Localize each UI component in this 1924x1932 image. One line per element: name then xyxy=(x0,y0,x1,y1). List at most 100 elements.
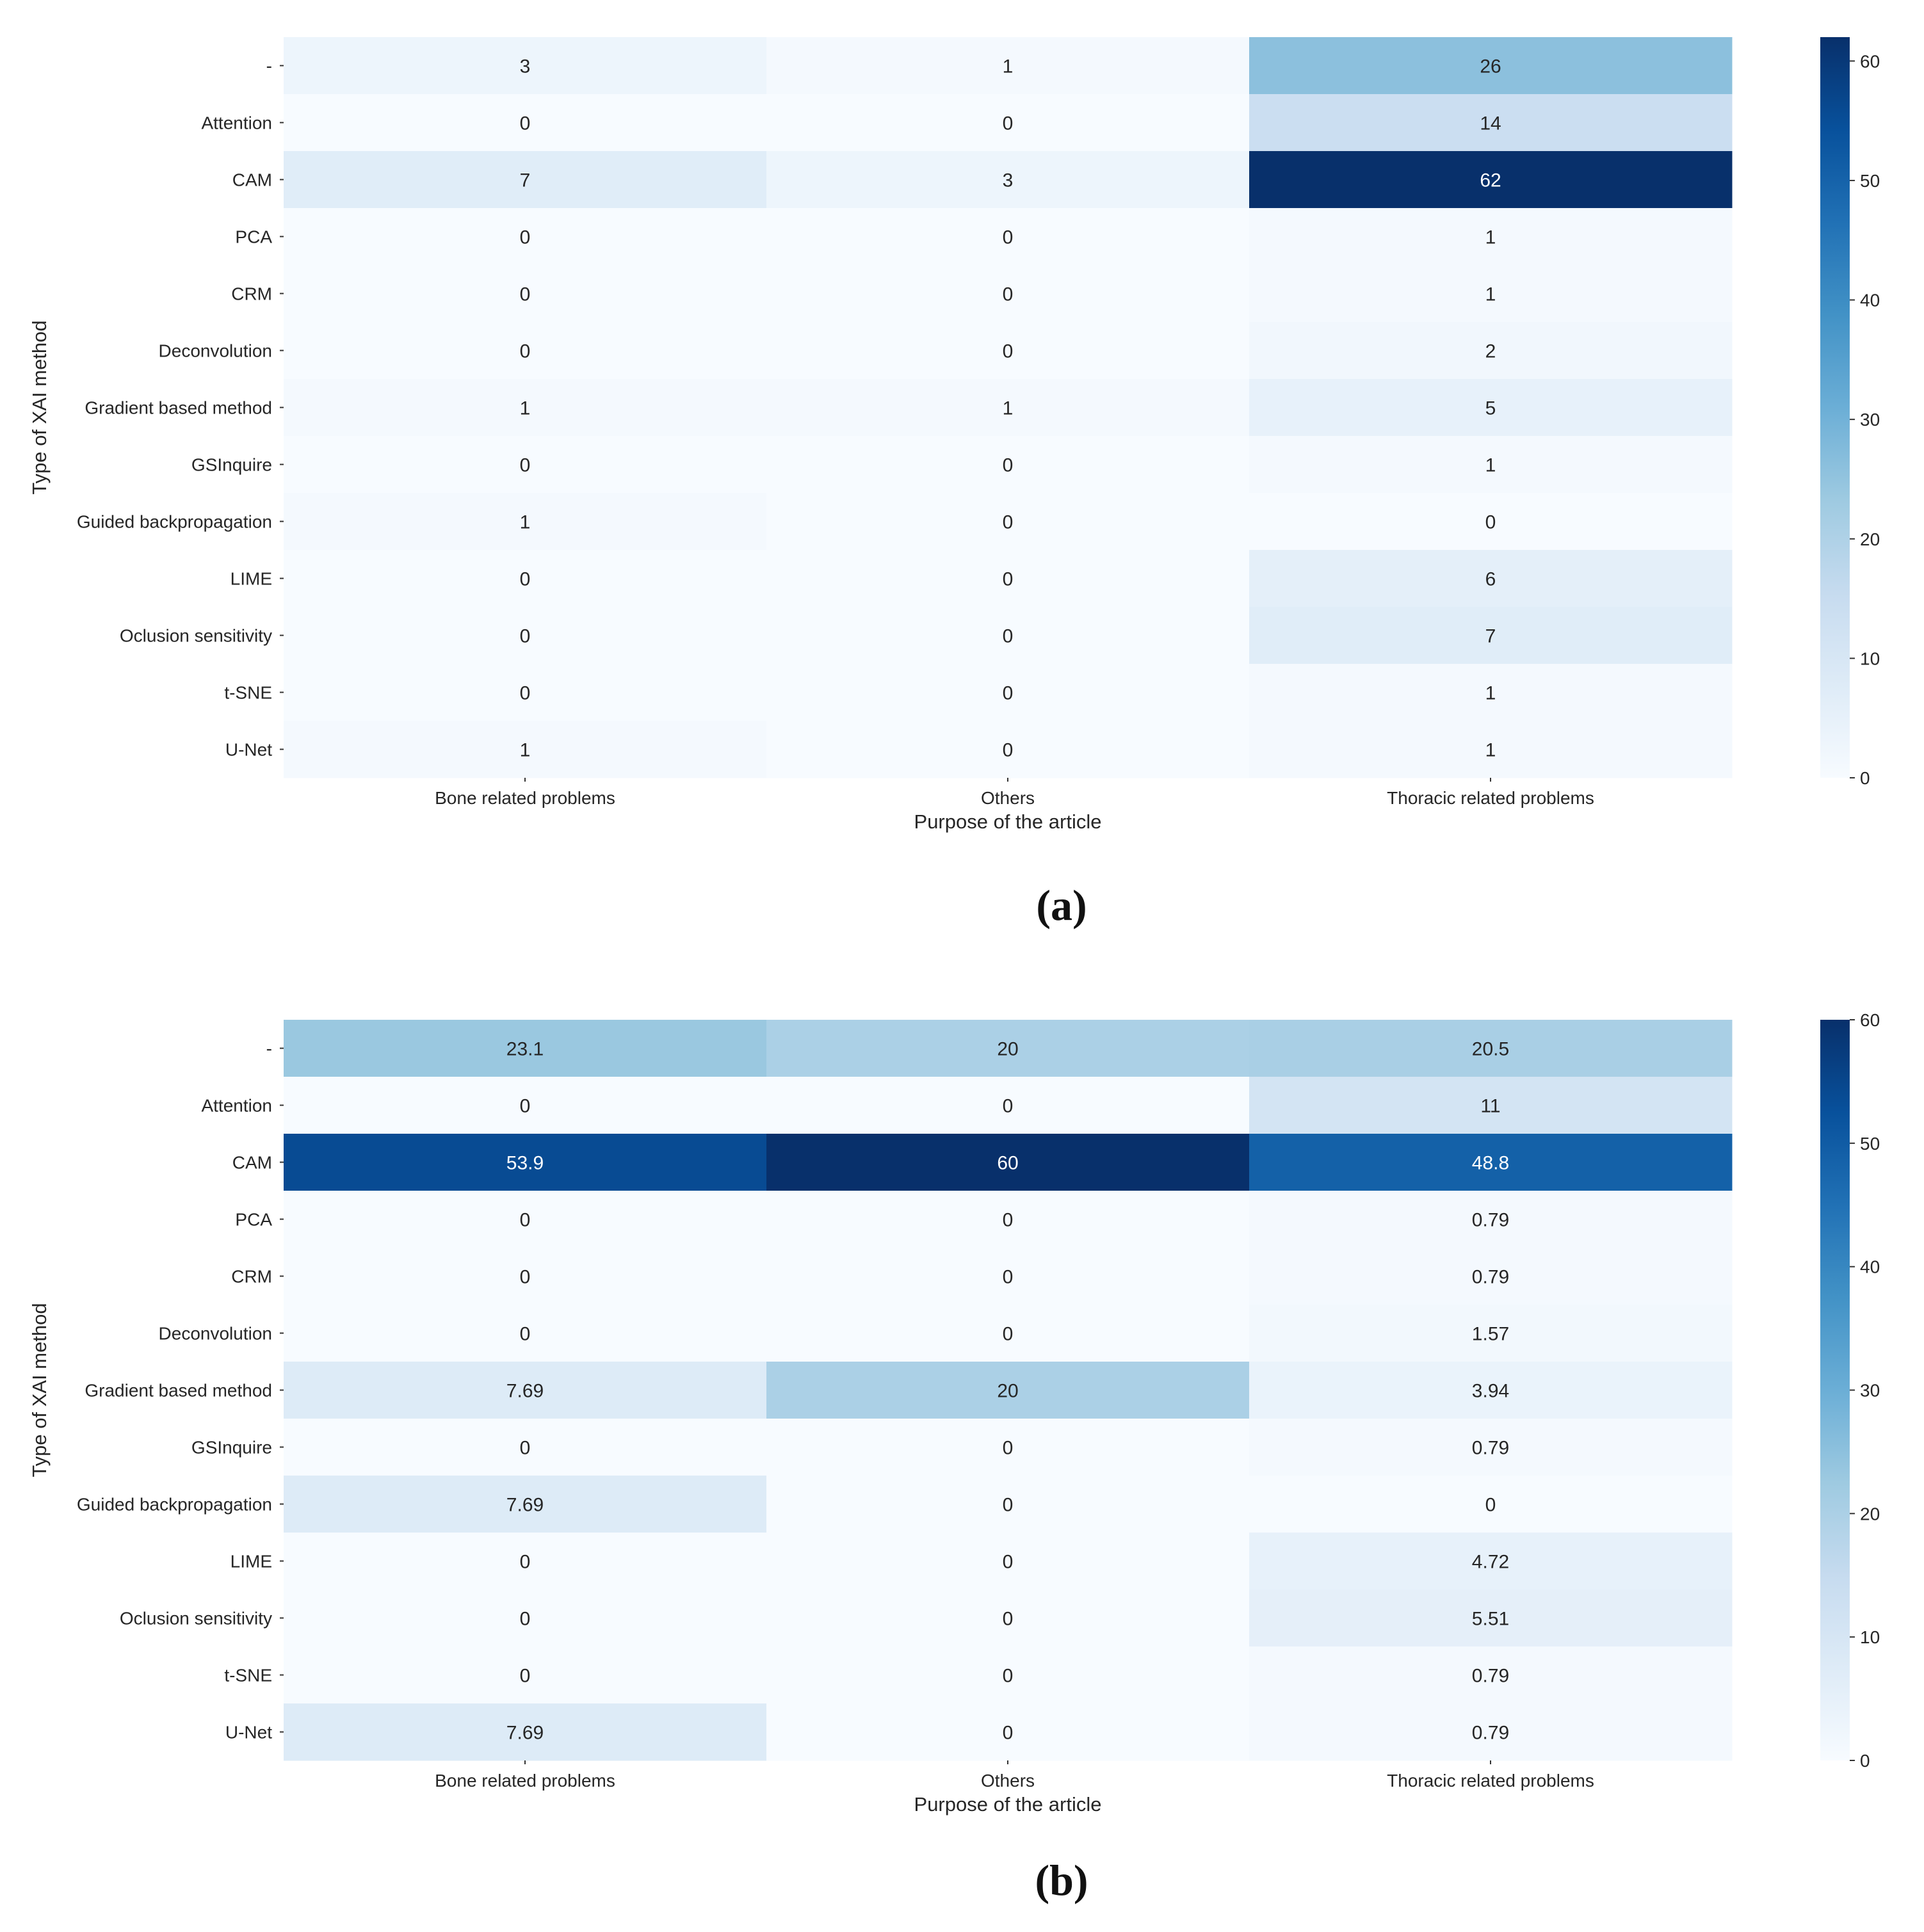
y-tick-label: LIME xyxy=(230,569,272,589)
heatmap-cell xyxy=(1249,721,1733,778)
cell-value-label: 0 xyxy=(520,1552,531,1573)
heatmap-panel-a: 3 1 260 0 147 3 620 0 10 0 10 0 21 1 50 0 11 0 00 0 60 0 70 0 11… xyxy=(28,37,1880,930)
y-axis-title: Type of XAI method xyxy=(28,320,51,494)
cell-value-label: 0 xyxy=(520,455,531,476)
y-tick-label: Gradient based method xyxy=(85,1381,272,1401)
heatmap-cell xyxy=(284,1533,767,1590)
y-axis-title: Type of XAI method xyxy=(28,1303,51,1477)
y-tick-label: CRM xyxy=(231,284,272,304)
cell-value-label: 0 xyxy=(1003,341,1014,362)
heatmap-cell xyxy=(766,1305,1250,1362)
cell-value-label: 0 xyxy=(1003,1609,1014,1630)
colorbar-tick-label: 50 xyxy=(1860,171,1880,191)
heatmap-cell xyxy=(284,721,767,778)
cell-value-label: 0 xyxy=(1003,683,1014,704)
cell-value-label: 0 xyxy=(520,1324,531,1345)
heatmap-cell xyxy=(1249,1419,1733,1476)
heatmap-cell xyxy=(284,1590,767,1647)
cell-value-label: 0.79 xyxy=(1472,1267,1509,1288)
heatmap-cell xyxy=(1249,1590,1733,1647)
heatmap-cell xyxy=(766,1077,1250,1134)
cell-value-label: 1 xyxy=(520,740,531,761)
heatmap-cell xyxy=(284,1476,767,1533)
y-tick-label: U-Net xyxy=(225,740,272,760)
y-tick-label: Oclusion sensitivity xyxy=(120,626,272,646)
cell-value-label: 1 xyxy=(1003,398,1014,419)
y-tick-label: GSInquire xyxy=(191,455,272,475)
cell-value-label: 0 xyxy=(1003,1666,1014,1687)
heatmap-cell xyxy=(766,37,1250,95)
cell-value-label: 0 xyxy=(1485,1495,1496,1516)
cell-value-label: 0 xyxy=(520,341,531,362)
y-tick-label: Attention xyxy=(201,1096,272,1116)
cell-value-label: 48.8 xyxy=(1472,1153,1509,1174)
cell-value-label: 0 xyxy=(1485,512,1496,533)
heatmap-cell xyxy=(1249,1191,1733,1248)
cell-value-label: 0 xyxy=(520,626,531,647)
heatmap-cell xyxy=(284,208,767,266)
heatmap-cell xyxy=(284,1077,767,1134)
cell-value-label: 7 xyxy=(1485,626,1496,647)
heatmap-cell xyxy=(1249,37,1733,95)
y-tick-label: - xyxy=(266,56,272,76)
heatmap-cell xyxy=(1249,1476,1733,1533)
cell-value-label: 0.79 xyxy=(1472,1438,1509,1459)
heatmap-cell xyxy=(284,1305,767,1362)
y-tick-label: Guided backpropagation xyxy=(77,512,272,532)
y-tick-label: Deconvolution xyxy=(159,1324,272,1344)
heatmap-cell xyxy=(766,151,1250,209)
colorbar-tick-label: 20 xyxy=(1860,1504,1880,1524)
cell-value-label: 53.9 xyxy=(506,1153,544,1174)
heatmap-cell xyxy=(1249,550,1733,608)
heatmap-cell xyxy=(766,1533,1250,1590)
heatmap-cell xyxy=(1249,322,1733,380)
heatmap-cell xyxy=(284,1646,767,1704)
heatmap-cell xyxy=(284,493,767,551)
y-tick-label: - xyxy=(266,1039,272,1059)
heatmap-cell xyxy=(1249,493,1733,551)
heatmap-cell xyxy=(766,1590,1250,1647)
cell-value-label: 0.79 xyxy=(1472,1666,1509,1687)
y-tick-label: PCA xyxy=(235,1210,272,1230)
heatmap-cell xyxy=(1249,265,1733,323)
heatmap-cell xyxy=(766,208,1250,266)
heatmap-cell xyxy=(766,1134,1250,1191)
cell-value-label: 0 xyxy=(1003,455,1014,476)
heatmap-cell xyxy=(766,1020,1250,1077)
cell-value-label: 7 xyxy=(520,170,531,191)
y-tick-label: LIME xyxy=(230,1552,272,1572)
heatmap-cell xyxy=(284,1020,767,1077)
cell-value-label: 2 xyxy=(1485,341,1496,362)
cell-value-label: 0 xyxy=(1003,512,1014,533)
cell-value-label: 7.69 xyxy=(506,1495,544,1516)
cell-value-label: 0 xyxy=(520,1666,531,1687)
cell-value-label: 0 xyxy=(1003,1324,1014,1345)
heatmap-cell xyxy=(1249,1533,1733,1590)
y-tick-label: CAM xyxy=(232,1153,272,1173)
x-tick-label: Others xyxy=(981,788,1035,808)
y-tick-label: Oclusion sensitivity xyxy=(120,1609,272,1629)
colorbar-tick-label: 0 xyxy=(1860,1751,1870,1771)
cell-value-label: 0.79 xyxy=(1472,1210,1509,1231)
cell-value-label: 0 xyxy=(1003,284,1014,305)
y-tick-label: CAM xyxy=(232,170,272,190)
y-tick-label: Guided backpropagation xyxy=(77,1495,272,1515)
cell-value-label: 26 xyxy=(1480,56,1501,77)
y-tick-label: GSInquire xyxy=(191,1438,272,1458)
colorbar-tick-label: 30 xyxy=(1860,410,1880,430)
heatmap-cell xyxy=(284,1703,767,1761)
cell-value-label: 0.79 xyxy=(1472,1723,1509,1744)
cell-value-label: 23.1 xyxy=(506,1039,544,1060)
panel-caption: (b) xyxy=(1035,1856,1088,1904)
x-tick-label: Bone related problems xyxy=(435,788,615,808)
colorbar-tick-label: 60 xyxy=(1860,51,1880,71)
cell-value-label: 3 xyxy=(1003,170,1014,191)
cell-value-label: 0 xyxy=(1003,1723,1014,1744)
heatmap-cell xyxy=(1249,1020,1733,1077)
cell-value-label: 0 xyxy=(1003,227,1014,248)
heatmap-cell xyxy=(1249,1077,1733,1134)
heatmap-cell xyxy=(1249,664,1733,721)
colorbar xyxy=(1820,1020,1850,1760)
heatmap-cell xyxy=(766,1248,1250,1305)
heatmap-cell xyxy=(1249,1305,1733,1362)
